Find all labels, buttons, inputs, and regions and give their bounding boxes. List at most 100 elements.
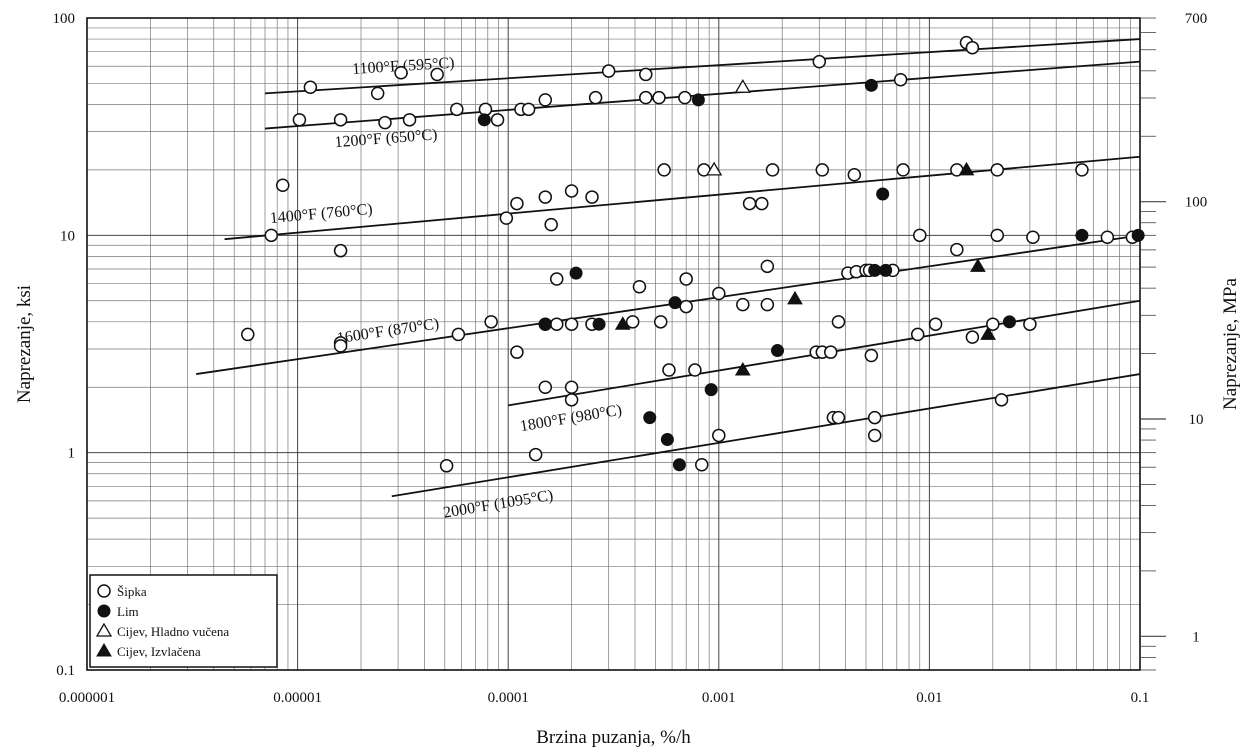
data-point-sipka <box>484 315 498 329</box>
data-point-sipka <box>639 90 653 105</box>
data-point-lim <box>672 458 686 472</box>
data-point-sipka <box>812 54 827 69</box>
x-axis-tick-labels: 0.000001 0.00001 0.0001 0.001 0.01 0.1 <box>59 690 1150 706</box>
trend-line <box>224 155 1141 241</box>
data-point-sipka <box>867 410 882 425</box>
legend: Šipka Lim Cijev, Hladno vučena Cijev, Izvla… <box>89 574 278 668</box>
right-tick-label: 10 <box>1189 412 1204 428</box>
right-axis-title: Naprezanje, MPa <box>1220 277 1241 409</box>
x-tick-label: 0.01 <box>916 690 942 706</box>
data-point-sipka <box>896 163 910 177</box>
data-point-sipka <box>1075 163 1089 177</box>
data-point-sipka <box>831 315 846 329</box>
data-point-sipka <box>451 327 466 342</box>
data-point-sipka <box>950 242 964 257</box>
y-tick-label: 1 <box>68 446 76 462</box>
data-point-cijev-hladno <box>705 161 723 176</box>
legend-marker <box>95 622 113 637</box>
legend-marker <box>97 604 111 618</box>
data-point-cijev-izvlacena <box>970 258 986 272</box>
data-point-sipka <box>867 428 882 443</box>
data-point-lim <box>1075 228 1089 242</box>
right-axis-ticks <box>1140 17 1166 671</box>
data-point-sipka <box>549 272 564 286</box>
x-tick-label: 0.1 <box>1131 690 1150 706</box>
data-point-sipka <box>1100 230 1115 244</box>
data-point-sipka <box>402 113 417 127</box>
data-point-sipka <box>831 410 846 425</box>
data-point-sipka <box>910 327 925 342</box>
data-point-sipka <box>275 178 290 192</box>
data-point-cijev-izvlacena <box>980 326 996 340</box>
data-point-sipka <box>965 330 980 344</box>
data-point-sipka <box>662 363 676 377</box>
data-point-lim <box>668 296 682 310</box>
data-point-sipka <box>549 317 564 331</box>
data-point-sipka <box>928 317 943 331</box>
data-point-sipka <box>1026 230 1040 244</box>
legend-label: Cijev, Izvlačena <box>117 644 201 659</box>
trend-line-label: 2000°F (1095°C) <box>442 487 554 522</box>
data-point-sipka <box>241 327 255 342</box>
data-point-lim <box>879 263 893 277</box>
data-point-sipka <box>450 102 464 117</box>
x-tick-label: 0.00001 <box>273 690 322 706</box>
data-point-sipka <box>264 228 279 243</box>
data-point-sipka <box>657 163 671 177</box>
trend-line-label: 1400°F (760°C) <box>269 201 373 227</box>
right-tick-label: 1 <box>1192 629 1200 645</box>
data-point-lim <box>691 93 705 107</box>
data-point-sipka <box>538 190 553 204</box>
data-point-lim <box>660 432 674 446</box>
data-point-sipka <box>538 380 553 394</box>
data-point-lim <box>592 317 606 331</box>
data-point-cijev-izvlacena <box>958 161 975 176</box>
x-tick-label: 0.000001 <box>59 690 115 706</box>
data-point-lim <box>868 263 882 277</box>
plot-frame <box>86 17 1141 671</box>
data-point-sipka <box>678 90 692 105</box>
data-point-sipka <box>439 459 454 473</box>
data-point-sipka <box>430 67 444 82</box>
data-point-sipka <box>823 345 838 359</box>
data-point-sipka <box>712 428 726 443</box>
data-point-sipka <box>370 86 385 101</box>
legend-box <box>89 574 278 668</box>
right-tick-label: 100 <box>1185 195 1208 211</box>
data-point-sipka <box>639 67 653 82</box>
legend-marker <box>96 643 112 657</box>
trend-line <box>196 234 1141 375</box>
data-point-sipka <box>847 168 862 182</box>
data-point-lim <box>771 344 785 358</box>
data-point-sipka <box>679 272 693 286</box>
data-point-sipka <box>528 447 543 462</box>
data-point-sipka <box>585 190 599 204</box>
grid-minor <box>87 18 1140 670</box>
data-point-sipka <box>333 243 348 258</box>
data-point-sipka <box>913 228 927 243</box>
data-point-cijev-hladno <box>734 78 751 93</box>
data-point-cijev-izvlacena <box>734 362 751 376</box>
trend-lines <box>196 38 1141 498</box>
data-point-sipka <box>760 259 775 274</box>
y-axis-title: Naprezanje, ksi <box>14 285 35 403</box>
data-point-lim <box>704 383 718 397</box>
data-point-sipka <box>893 72 908 87</box>
data-point-sipka <box>864 348 879 363</box>
data-point-sipka <box>688 363 702 377</box>
data-point-sipka <box>815 163 830 177</box>
x-tick-label: 0.001 <box>702 690 736 706</box>
data-point-sipka <box>499 211 514 225</box>
data-point-sipka <box>652 90 666 105</box>
data-markers <box>241 35 1145 473</box>
data-point-lim <box>1002 315 1016 329</box>
data-point-sipka <box>521 102 536 117</box>
data-point-lim <box>876 187 890 201</box>
data-point-sipka <box>564 393 579 407</box>
data-point-sipka <box>292 113 307 127</box>
y-tick-label: 0.1 <box>56 663 75 679</box>
data-point-sipka <box>712 286 726 301</box>
data-point-sipka <box>378 115 392 130</box>
data-point-sipka <box>679 299 693 314</box>
data-point-lim <box>864 78 878 92</box>
